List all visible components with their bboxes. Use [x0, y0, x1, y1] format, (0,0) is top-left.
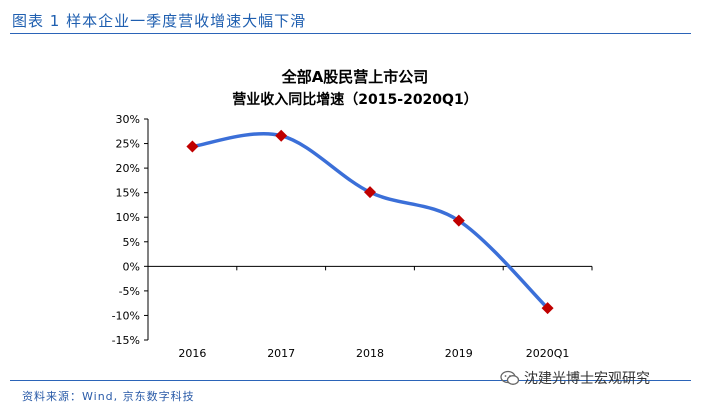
- series-line: [190, 131, 550, 310]
- y-tick-label: 30%: [116, 113, 140, 126]
- figure-label: 图表 1 样本企业一季度营收增速大幅下滑: [12, 12, 307, 30]
- y-tick-label: 15%: [116, 187, 140, 200]
- data-point-marker: [452, 214, 465, 227]
- data-point-marker: [364, 186, 376, 199]
- figure-header: 图表 1 样本企业一季度营收增速大幅下滑: [0, 0, 701, 36]
- wechat-icon: [500, 370, 520, 385]
- data-point-marker: [186, 140, 199, 153]
- x-tick-label: 2019: [445, 347, 473, 360]
- watermark: 沈建光博士宏观研究: [500, 368, 650, 388]
- y-tick-label: -10%: [112, 309, 140, 322]
- x-tick-label: 2020Q1: [526, 347, 570, 360]
- y-tick-label: 20%: [116, 162, 140, 175]
- y-tick-label: -5%: [119, 285, 140, 298]
- x-tick-label: 2018: [356, 347, 384, 360]
- x-tick-label: 2017: [267, 347, 295, 360]
- y-tick-label: -15%: [112, 334, 140, 347]
- chart-subtitle: 营业收入同比增速（2015-2020Q1）: [232, 91, 477, 108]
- axes: 30% 25% 20% 15% 10% 5% 0% -5% -10% -15% 2016 2017 20…: [112, 113, 593, 360]
- y-tick-label: 10%: [116, 211, 140, 224]
- y-tick-label: 0%: [123, 260, 140, 273]
- data-point-marker: [541, 302, 554, 315]
- footer-divider: [10, 380, 691, 381]
- y-tick-label: 5%: [123, 236, 140, 249]
- data-point-marker: [275, 129, 288, 142]
- source-note: 资料来源：Wind, 京东数字科技: [22, 390, 195, 403]
- series-layer: [186, 129, 554, 315]
- watermark-text: 沈建光博士宏观研究: [524, 371, 650, 387]
- header-divider: [10, 33, 691, 34]
- y-tick-label: 25%: [116, 138, 140, 151]
- chart-title: 全部A股民营上市公司: [281, 68, 429, 86]
- x-tick-label: 2016: [178, 347, 206, 360]
